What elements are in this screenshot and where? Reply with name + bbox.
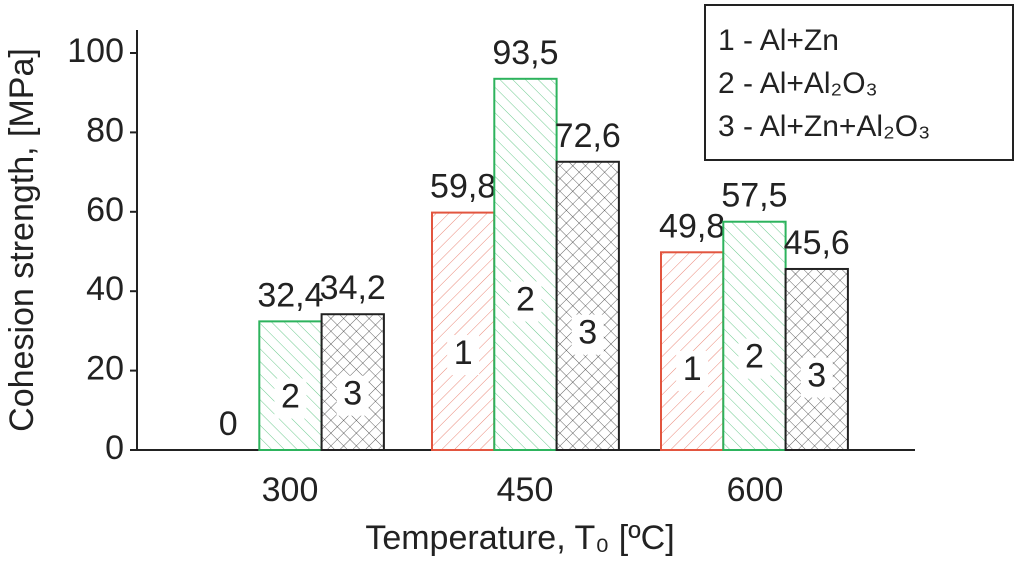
bar-label: 2: [281, 378, 300, 416]
value-label: 34,2: [320, 269, 386, 307]
x-axis-label: Temperature, T₀ [ºC]: [365, 519, 674, 557]
bar: [431, 211, 496, 451]
bar-label-bg: [336, 375, 369, 416]
y-axis-label: Cohesion strength, [MPa]: [3, 48, 41, 432]
bar: [555, 160, 620, 451]
x-tick-label: 600: [727, 471, 784, 509]
y-tick-label: 0: [105, 429, 124, 467]
value-label: 57,5: [721, 177, 787, 215]
y-tick-label: 100: [67, 32, 124, 70]
y-tick-label: 80: [86, 111, 124, 149]
bar-label-bg: [274, 378, 307, 419]
bar-label-bg: [571, 314, 604, 355]
bar-label: 2: [516, 281, 535, 319]
bar-label: 3: [343, 375, 362, 413]
y-tick-label: 20: [86, 350, 124, 388]
value-label: 49,8: [659, 207, 725, 245]
bar-label: 1: [683, 350, 702, 388]
legend-entry: 3 - Al+Zn+Al₂O₃: [718, 110, 930, 143]
bar-label-bg: [447, 335, 480, 376]
value-label: 72,6: [555, 117, 621, 155]
value-label: 0: [219, 405, 238, 443]
bar-label-bg: [738, 338, 771, 379]
legend-entry: 2 - Al+Al₂O₃: [718, 67, 878, 100]
value-label: 32,4: [257, 276, 323, 314]
x-tick-label: 300: [262, 471, 319, 509]
bar: [493, 77, 558, 452]
legend-box: [704, 4, 1014, 161]
bar-label: 2: [745, 338, 764, 376]
y-tick-label: 40: [86, 270, 124, 308]
bar-label-bg: [509, 281, 542, 322]
value-label: 93,5: [492, 34, 558, 72]
bar: [722, 220, 787, 451]
y-tick-label: 60: [86, 191, 124, 229]
bar-label: 3: [578, 314, 597, 352]
value-label: 45,6: [784, 224, 850, 262]
value-label: 59,8: [430, 168, 496, 206]
bar-label-bg: [676, 350, 709, 391]
legend-entry: 1 - Al+Zn: [718, 24, 839, 57]
bar-label: 3: [807, 357, 826, 395]
bar-label: 1: [454, 334, 473, 372]
x-tick-label: 450: [497, 471, 554, 509]
bar-label-bg: [800, 357, 833, 398]
